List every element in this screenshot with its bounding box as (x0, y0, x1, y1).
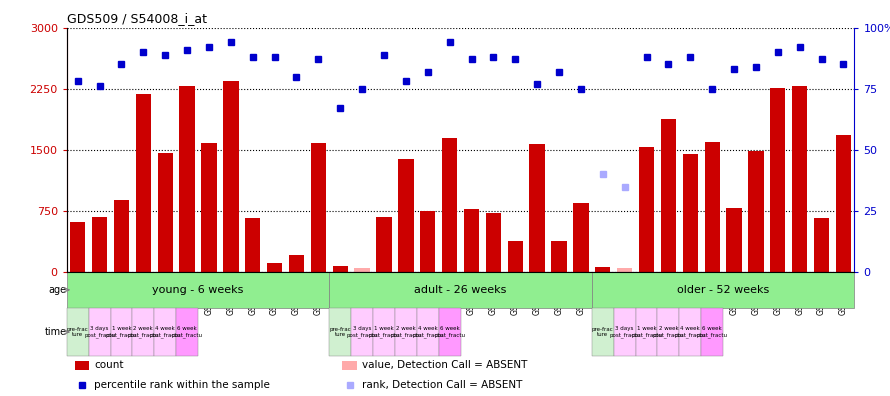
Bar (154, 308, 176, 356)
Bar (683, 154, 698, 272)
Text: adult - 26 weeks: adult - 26 weeks (415, 285, 506, 295)
Bar (311, 143, 326, 272)
Bar (67, 272, 329, 308)
Bar (158, 153, 173, 272)
Text: value, Detection Call = ABSENT: value, Detection Call = ABSENT (362, 360, 528, 370)
Bar (639, 147, 654, 272)
Bar (552, 241, 567, 272)
Text: 1 week
post_fractu: 1 week post_fractu (631, 326, 662, 338)
Bar (573, 203, 588, 272)
Bar (486, 213, 501, 272)
Bar (595, 267, 611, 272)
Bar (679, 308, 701, 356)
Text: 1 week
post_fractu: 1 week post_fractu (368, 326, 400, 338)
Bar (792, 86, 807, 272)
Bar (110, 308, 133, 356)
Text: 4 week
post_fractu: 4 week post_fractu (675, 326, 706, 338)
Bar (748, 151, 764, 272)
Text: 3 days
post_fractu: 3 days post_fractu (346, 326, 377, 338)
Bar (75, 361, 89, 369)
Bar (398, 159, 414, 272)
Bar (114, 200, 129, 272)
Text: 6 week
post_fractu: 6 week post_fractu (172, 326, 203, 338)
Bar (464, 209, 479, 272)
Bar (201, 143, 216, 272)
Text: rank, Detection Call = ABSENT: rank, Detection Call = ABSENT (362, 380, 522, 390)
Bar (343, 361, 357, 369)
Text: 4 week
post_fractu: 4 week post_fractu (412, 326, 443, 338)
Text: 4 week
post_fractu: 4 week post_fractu (150, 326, 181, 338)
Text: GDS509 / S54008_i_at: GDS509 / S54008_i_at (67, 13, 206, 25)
Bar (245, 218, 261, 272)
Bar (726, 208, 741, 272)
Bar (395, 308, 417, 356)
Bar (176, 308, 198, 356)
Bar (836, 135, 851, 272)
Bar (289, 255, 304, 272)
Bar (89, 308, 110, 356)
Bar (660, 119, 676, 272)
Bar (658, 308, 679, 356)
Bar (180, 86, 195, 272)
Text: count: count (94, 360, 124, 370)
Text: time: time (44, 327, 67, 337)
Text: pre-frac
ture: pre-frac ture (592, 327, 614, 337)
Bar (701, 308, 724, 356)
Bar (442, 138, 457, 272)
Bar (135, 94, 151, 272)
Bar (614, 308, 635, 356)
Text: 6 week
post_fractu: 6 week post_fractu (697, 326, 728, 338)
Text: young - 6 weeks: young - 6 weeks (152, 285, 244, 295)
Text: age: age (49, 285, 67, 295)
Bar (70, 222, 85, 272)
Text: 1 week
post_fractu: 1 week post_fractu (106, 326, 137, 338)
Text: 2 week
post_fractu: 2 week post_fractu (391, 326, 421, 338)
Bar (329, 308, 352, 356)
Bar (617, 268, 632, 272)
Bar (373, 308, 395, 356)
Bar (770, 88, 786, 272)
Bar (417, 308, 439, 356)
Bar (814, 218, 829, 272)
Bar (352, 308, 373, 356)
Bar (133, 308, 154, 356)
Bar (329, 272, 592, 308)
Text: 2 week
post_fractu: 2 week post_fractu (653, 326, 684, 338)
Bar (592, 272, 854, 308)
Bar (376, 217, 392, 272)
Text: 2 week
post_fractu: 2 week post_fractu (128, 326, 158, 338)
Bar (354, 268, 369, 272)
Bar (420, 211, 435, 272)
Bar (92, 217, 107, 272)
Bar (635, 308, 658, 356)
Bar (67, 308, 89, 356)
Text: 6 week
post_fractu: 6 week post_fractu (434, 326, 465, 338)
Text: 3 days
post_fractu: 3 days post_fractu (84, 326, 115, 338)
Bar (507, 241, 523, 272)
Bar (592, 308, 614, 356)
Text: older - 52 weeks: older - 52 weeks (677, 285, 769, 295)
Bar (439, 308, 461, 356)
Bar (530, 144, 545, 272)
Text: pre-frac
ture: pre-frac ture (329, 327, 352, 337)
Bar (705, 142, 720, 272)
Text: 3 days
post_fractu: 3 days post_fractu (609, 326, 640, 338)
Bar (333, 267, 348, 272)
Bar (223, 81, 239, 272)
Text: percentile rank within the sample: percentile rank within the sample (94, 380, 271, 390)
Bar (267, 263, 282, 272)
Text: pre-frac
ture: pre-frac ture (67, 327, 89, 337)
